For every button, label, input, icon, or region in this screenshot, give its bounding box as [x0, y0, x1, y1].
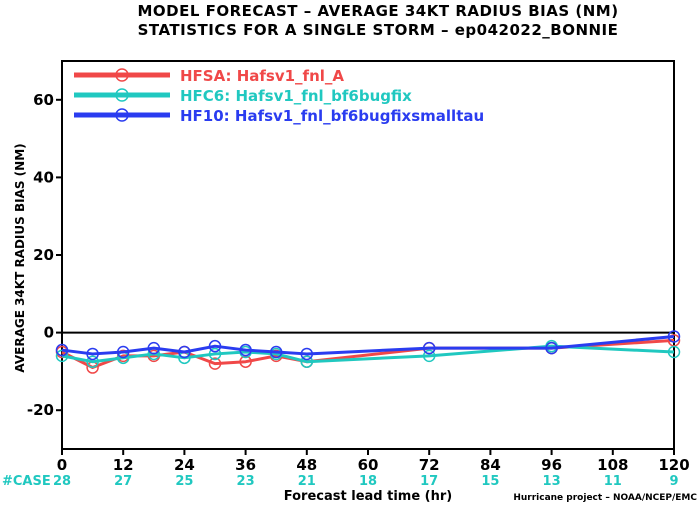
case-count: 15	[481, 474, 499, 489]
case-counts: 28 27 25 23 21 18 17 15 13 11 9	[53, 474, 679, 489]
data-point	[667, 345, 681, 359]
data-point	[55, 343, 69, 357]
data-point	[208, 357, 222, 370]
x-axis: 0 12 24 36 48 60 72 84 96 108 120	[57, 449, 690, 474]
legend-label: HFSA: Hafsv1_fnl_A	[180, 67, 344, 85]
data-point	[422, 349, 436, 363]
case-count: 17	[420, 474, 438, 489]
data-point	[300, 347, 314, 361]
data-point	[208, 347, 222, 361]
data-point	[86, 347, 99, 361]
chart-title: MODEL FORECAST – AVERAGE 34KT RADIUS BIA…	[137, 2, 618, 20]
y-axis: -20 0 20 40 60	[27, 91, 62, 419]
case-count: 13	[543, 474, 561, 489]
data-point	[208, 339, 222, 353]
legend-label: HF10: Hafsv1_fnl_bf6bugfixsmalltau	[180, 107, 484, 125]
case-count: 21	[298, 474, 316, 489]
x-axis-label: Forecast lead time (hr)	[284, 489, 452, 504]
x-tick-label: 12	[113, 456, 134, 474]
data-point	[269, 345, 283, 359]
case-count: 23	[237, 474, 255, 489]
case-count: 28	[53, 474, 71, 489]
x-tick-label: 120	[658, 456, 689, 474]
y-tick-label: 60	[33, 91, 54, 109]
x-tick-label: 36	[235, 456, 256, 474]
y-tick-label: -20	[27, 401, 54, 419]
legend-swatch-marker	[115, 68, 129, 82]
data-point	[422, 341, 436, 355]
case-count: 9	[669, 474, 678, 489]
series-line	[61, 334, 675, 356]
legend-label: HFC6: Hafsv1_fnl_bf6bugfix	[180, 87, 412, 105]
data-point	[300, 355, 314, 368]
legend-swatch-marker	[115, 88, 129, 102]
case-count: 18	[359, 474, 377, 489]
case-count: 27	[114, 474, 132, 489]
data-point	[147, 341, 161, 355]
data-point	[178, 345, 191, 359]
x-tick-label: 84	[480, 456, 501, 474]
series-group	[55, 330, 681, 374]
y-tick-label: 0	[44, 324, 54, 342]
case-count: 11	[604, 474, 622, 489]
x-tick-label: 24	[174, 456, 195, 474]
y-axis-label: AVERAGE 34KT RADIUS BIAS (NM)	[13, 143, 27, 372]
x-tick-label: 72	[419, 456, 440, 474]
x-tick-label: 96	[541, 456, 562, 474]
legend: HFSA: Hafsv1_fnl_A HFC6: Hafsv1_fnl_bf6bu…	[74, 67, 484, 125]
x-tick-label: 0	[57, 456, 67, 474]
case-count: 25	[175, 474, 193, 489]
data-point	[86, 355, 99, 368]
credit-text: Hurricane project – NOAA/NCEP/EMC	[513, 493, 697, 503]
y-tick-label: 40	[33, 168, 54, 186]
y-tick-label: 20	[33, 246, 54, 264]
data-point	[545, 341, 558, 355]
chart-subtitle: STATISTICS FOR A SINGLE STORM – ep042022…	[138, 21, 619, 39]
legend-swatch-marker	[115, 108, 129, 122]
case-label: #CASE	[2, 474, 51, 489]
data-point	[667, 330, 681, 343]
data-point	[239, 343, 252, 357]
x-tick-label: 108	[597, 456, 628, 474]
series-3	[55, 330, 681, 361]
x-tick-label: 48	[296, 456, 317, 474]
x-tick-label: 60	[358, 456, 379, 474]
data-point	[116, 345, 130, 359]
